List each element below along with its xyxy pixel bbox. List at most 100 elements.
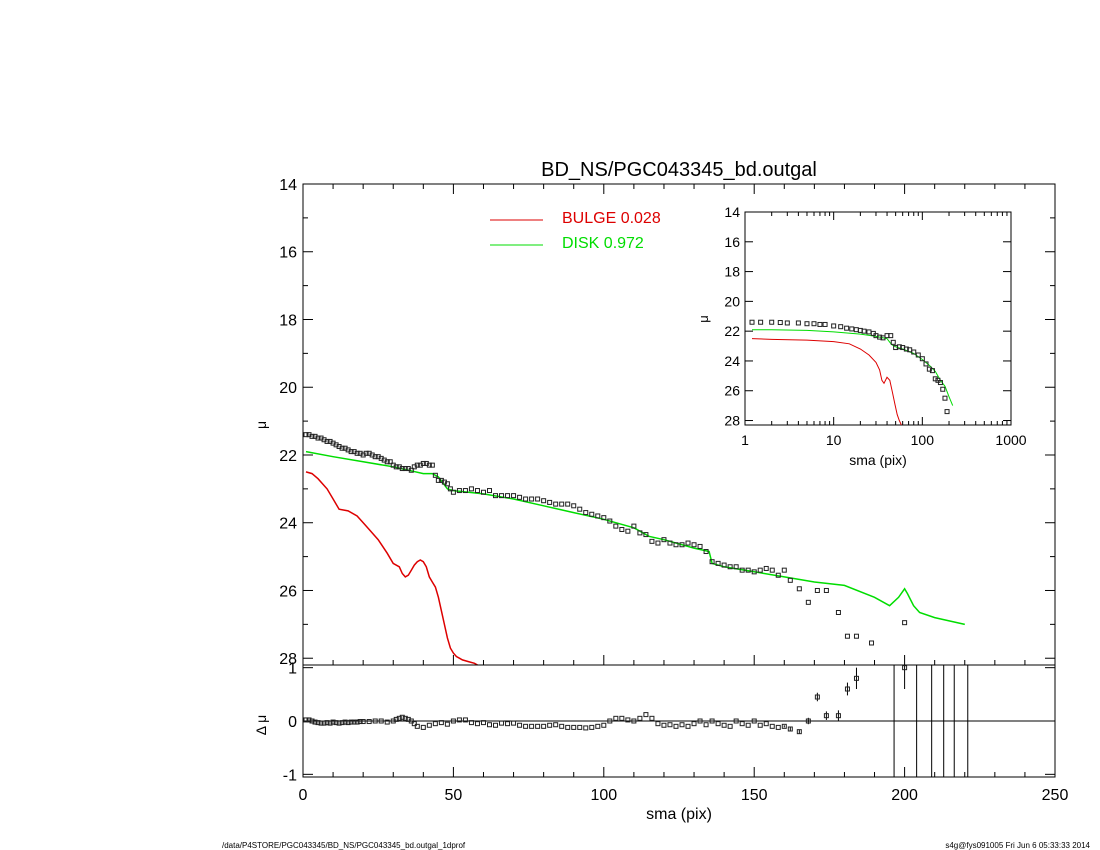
main-y-tick-label: 28 (279, 651, 297, 668)
data-point (505, 493, 511, 499)
legend: BULGE 0.028 DISK 0.972 (490, 210, 661, 252)
residual-point (595, 723, 601, 729)
data-point (402, 466, 408, 472)
residual-point (547, 722, 553, 728)
inset-data-point (777, 320, 783, 326)
residual-y-tick-label: -1 (283, 767, 297, 784)
data-point (474, 488, 480, 494)
residual-point (354, 719, 360, 725)
inset-data-point (926, 366, 932, 372)
residual-point (450, 718, 456, 724)
inset-x-label: sma (pix) (849, 452, 907, 468)
residual-point (613, 715, 619, 721)
data-point (673, 542, 679, 548)
data-point (721, 562, 727, 568)
residual-point (781, 723, 787, 729)
inset-data-point (929, 368, 935, 374)
residual-point (408, 718, 414, 724)
data-point (363, 450, 369, 456)
inset-data-point (915, 352, 921, 358)
residual-point (426, 722, 432, 728)
data-point (715, 560, 721, 566)
residual-point (709, 718, 715, 724)
residual-point (456, 717, 462, 723)
data-point (303, 432, 309, 438)
inset-y-label: μ (696, 315, 711, 323)
inset-data-point (844, 325, 850, 331)
data-point (429, 462, 435, 468)
data-point (805, 599, 811, 605)
residual-point (318, 720, 324, 726)
data-point (727, 564, 733, 570)
inset-x-ticks: 1 10 100 1000 (741, 212, 1027, 448)
data-point (486, 488, 492, 494)
inset-data-point (903, 346, 909, 352)
inset-x-tick-label: 100 (911, 432, 935, 448)
data-point (432, 472, 438, 478)
residual-point (535, 723, 541, 729)
data-point (324, 438, 330, 444)
inset-series (749, 319, 954, 425)
residual-point (444, 721, 450, 727)
data-point (315, 435, 321, 441)
data-point (625, 528, 631, 534)
data-point (589, 511, 595, 517)
inset-data-point (749, 319, 755, 325)
data-point (468, 486, 474, 492)
data-point (571, 503, 577, 509)
data-point (655, 540, 661, 546)
residual-point (739, 721, 745, 727)
data-point (354, 450, 360, 456)
data-point (763, 565, 769, 571)
residual-point (835, 713, 841, 719)
inset-data-point (784, 320, 790, 326)
residual-point (757, 722, 763, 728)
inset-data-point (861, 328, 867, 334)
residual-point (637, 715, 643, 721)
data-point (637, 530, 643, 536)
main-y-tick-label: 18 (279, 312, 297, 329)
main-x-ticks (302, 184, 1056, 665)
data-point (583, 510, 589, 516)
bulge-line (305, 471, 478, 666)
data-point (517, 494, 523, 500)
residual-point (541, 723, 547, 729)
data-point (339, 445, 345, 451)
data-point (499, 493, 505, 499)
residual-point (339, 720, 345, 726)
inset-x-tick-label: 1 (741, 432, 749, 448)
data-point (535, 496, 541, 502)
residual-point (769, 723, 775, 729)
disk-line (305, 450, 965, 626)
data-point (757, 567, 763, 573)
data-point (541, 498, 547, 504)
data-point (529, 496, 535, 502)
residual-point (796, 729, 802, 735)
residual-point (414, 723, 420, 729)
residual-point (721, 722, 727, 728)
data-point (775, 572, 781, 578)
data-point (619, 527, 625, 533)
residual-point (402, 715, 408, 721)
residual-point (327, 720, 333, 726)
residual-point (336, 720, 342, 726)
residual-point (655, 721, 661, 727)
data-point (667, 540, 673, 546)
data-point (309, 433, 315, 439)
data-point (745, 567, 751, 573)
residual-point (559, 723, 565, 729)
inset-y-tick-label: 24 (724, 353, 740, 369)
legend-disk-label: DISK 0.972 (562, 235, 644, 252)
residual-point (853, 675, 859, 681)
residual-point (396, 715, 402, 721)
residual-point (505, 721, 511, 727)
data-point (553, 501, 559, 507)
inset-data-point (822, 321, 828, 327)
inset-data-point (838, 324, 844, 330)
main-y-tick-label: 22 (279, 448, 297, 465)
residual-point (625, 717, 631, 723)
residual-point (805, 718, 811, 724)
residual-point (499, 720, 505, 726)
data-point (739, 567, 745, 573)
inset-panel: 14 16 18 20 22 24 26 28 1 10 100 1000 μ sma (pix) (696, 204, 1027, 468)
